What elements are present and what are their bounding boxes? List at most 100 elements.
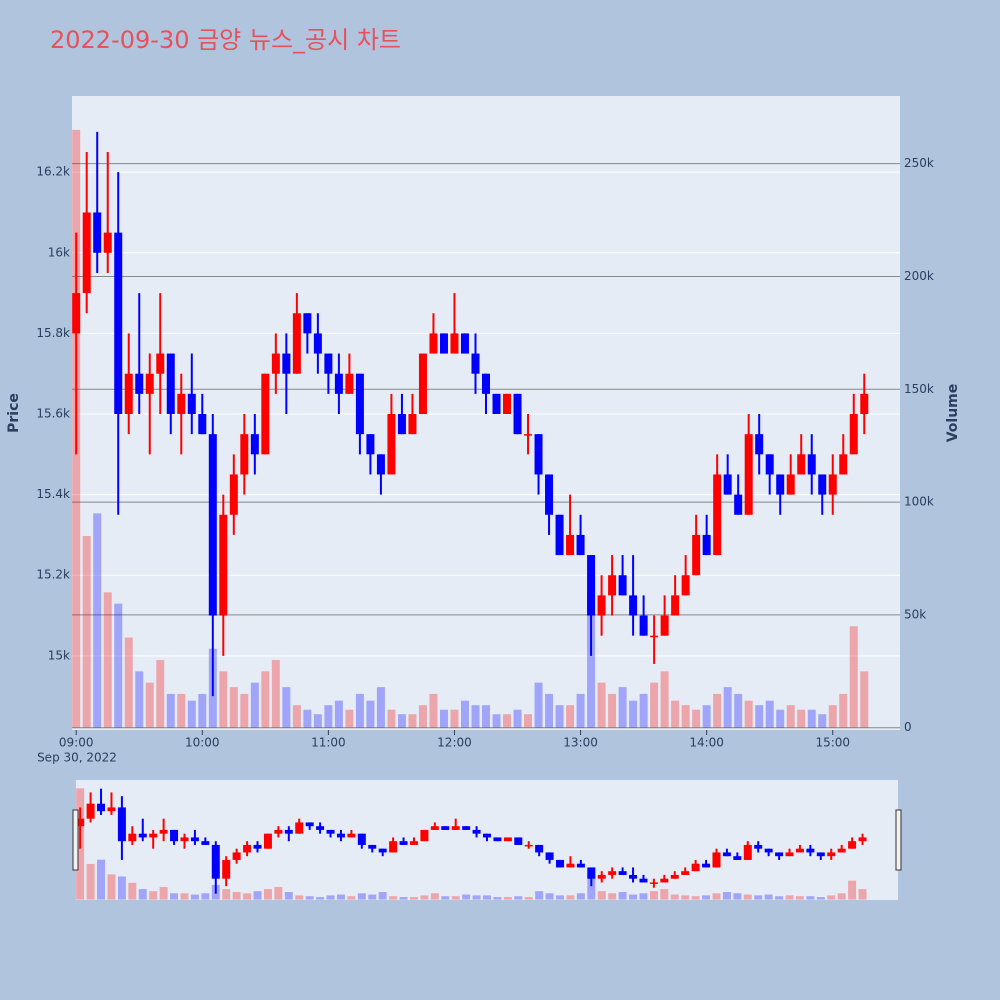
slider-candle-body xyxy=(806,848,815,853)
slider-candle-body xyxy=(722,852,731,857)
slider-candle-body xyxy=(556,859,565,868)
slider-candle-body xyxy=(128,833,137,842)
x-date-label: Sep 30, 2022 xyxy=(37,751,117,765)
slider-candle-body xyxy=(326,829,335,834)
slider-candle-body xyxy=(816,852,825,857)
candle-body xyxy=(597,595,606,616)
candle-body xyxy=(671,595,680,616)
candle-body xyxy=(292,313,301,374)
candle-body xyxy=(723,474,732,495)
volume-bar xyxy=(187,700,196,728)
volume-bar xyxy=(807,709,816,728)
slider-volume-bar xyxy=(806,896,815,900)
y2-tick-label: 0 xyxy=(904,720,912,734)
slider-volume-bar xyxy=(545,893,554,900)
volume-bar xyxy=(408,714,417,728)
slider-volume-bar xyxy=(97,859,106,900)
volume-bar xyxy=(776,709,785,728)
y-axis-label: Price xyxy=(6,393,22,433)
y-tick-label: 15.2k xyxy=(36,568,70,582)
candle-body xyxy=(93,212,102,253)
candle-body xyxy=(429,333,438,354)
slider-volume-bar xyxy=(754,895,763,900)
volume-bar xyxy=(334,700,343,728)
candle-body xyxy=(524,434,533,436)
volume-bar xyxy=(818,714,827,728)
candle-body xyxy=(82,212,91,294)
slider-volume-bar xyxy=(253,891,262,900)
candle-body xyxy=(124,373,133,415)
candle-body xyxy=(765,454,774,475)
slider-candle-body xyxy=(472,829,481,834)
slider-candle-body xyxy=(483,833,491,838)
volume-bar xyxy=(250,682,259,728)
candle-body xyxy=(797,454,806,475)
candle-body xyxy=(282,353,291,374)
candle-body xyxy=(145,373,154,394)
slider-candle-body xyxy=(629,874,638,879)
slider-volume-bar xyxy=(170,893,179,900)
slider-volume-bar xyxy=(357,893,366,900)
slider-volume-bar xyxy=(764,894,773,900)
slider-candle-body xyxy=(243,844,252,853)
candle-body xyxy=(397,414,406,435)
volume-bar xyxy=(439,709,448,728)
slider-volume-bar xyxy=(305,896,314,900)
volume-bar xyxy=(292,705,301,728)
slider-candle-body xyxy=(535,844,544,853)
slider-volume-bar xyxy=(201,893,210,900)
slider-volume-bar xyxy=(107,874,116,900)
volume-bar xyxy=(828,705,837,728)
slider-candle-body xyxy=(347,833,356,838)
candle-body xyxy=(177,393,186,415)
slider-volume-bar xyxy=(483,895,491,900)
slider-volume-bar xyxy=(232,892,241,900)
volume-bar xyxy=(734,693,743,728)
volume-bar xyxy=(702,705,711,728)
y2-tick-label: 150k xyxy=(904,382,934,396)
slider-volume-bar xyxy=(441,896,450,900)
volume-bar xyxy=(566,705,575,728)
range-slider xyxy=(76,788,867,900)
volume-bar xyxy=(671,700,680,728)
slider-volume-bar xyxy=(138,889,147,900)
volume-bar xyxy=(786,705,795,728)
slider-candle-body xyxy=(316,826,325,830)
volume-bar xyxy=(860,671,869,728)
volume-bar xyxy=(503,714,512,728)
slider-handle-left[interactable] xyxy=(72,809,79,871)
slider-candle-body xyxy=(566,863,575,868)
volume-bar xyxy=(282,687,291,728)
volume-bar xyxy=(124,637,133,728)
candle-body xyxy=(408,414,417,435)
slider-volume-bar xyxy=(399,897,408,900)
slider-candle-body xyxy=(660,878,669,883)
y-tick-label: 15.6k xyxy=(36,407,70,421)
slider-handle-right[interactable] xyxy=(895,809,902,871)
slider-candle-body xyxy=(149,833,158,838)
volume-bar xyxy=(765,700,774,728)
candle-body xyxy=(345,373,354,394)
candle-body xyxy=(482,373,490,394)
slider-candle-body xyxy=(107,807,116,812)
slider-candle-body xyxy=(618,871,627,875)
candle-body xyxy=(650,635,659,638)
slider-volume-bar xyxy=(827,895,836,900)
slider-volume-bar xyxy=(389,896,398,900)
volume-bar xyxy=(713,693,722,728)
candle-body xyxy=(849,414,858,455)
volume-bar xyxy=(629,700,638,728)
slider-volume-bar xyxy=(816,897,825,900)
volume-bar xyxy=(418,705,427,728)
slider-candle-body xyxy=(691,863,700,872)
slider-volume-bar xyxy=(702,895,711,900)
slider-volume-bar xyxy=(409,897,418,900)
candle-body xyxy=(807,454,816,475)
slider-volume-bar xyxy=(263,889,272,900)
slider-candle-body xyxy=(284,829,293,834)
volume-bar xyxy=(587,592,596,728)
x-tick-label: 11:00 xyxy=(311,736,346,750)
volume-bar xyxy=(755,705,764,728)
slider-volume-bar xyxy=(660,889,669,900)
slider-candle-body xyxy=(305,822,314,827)
